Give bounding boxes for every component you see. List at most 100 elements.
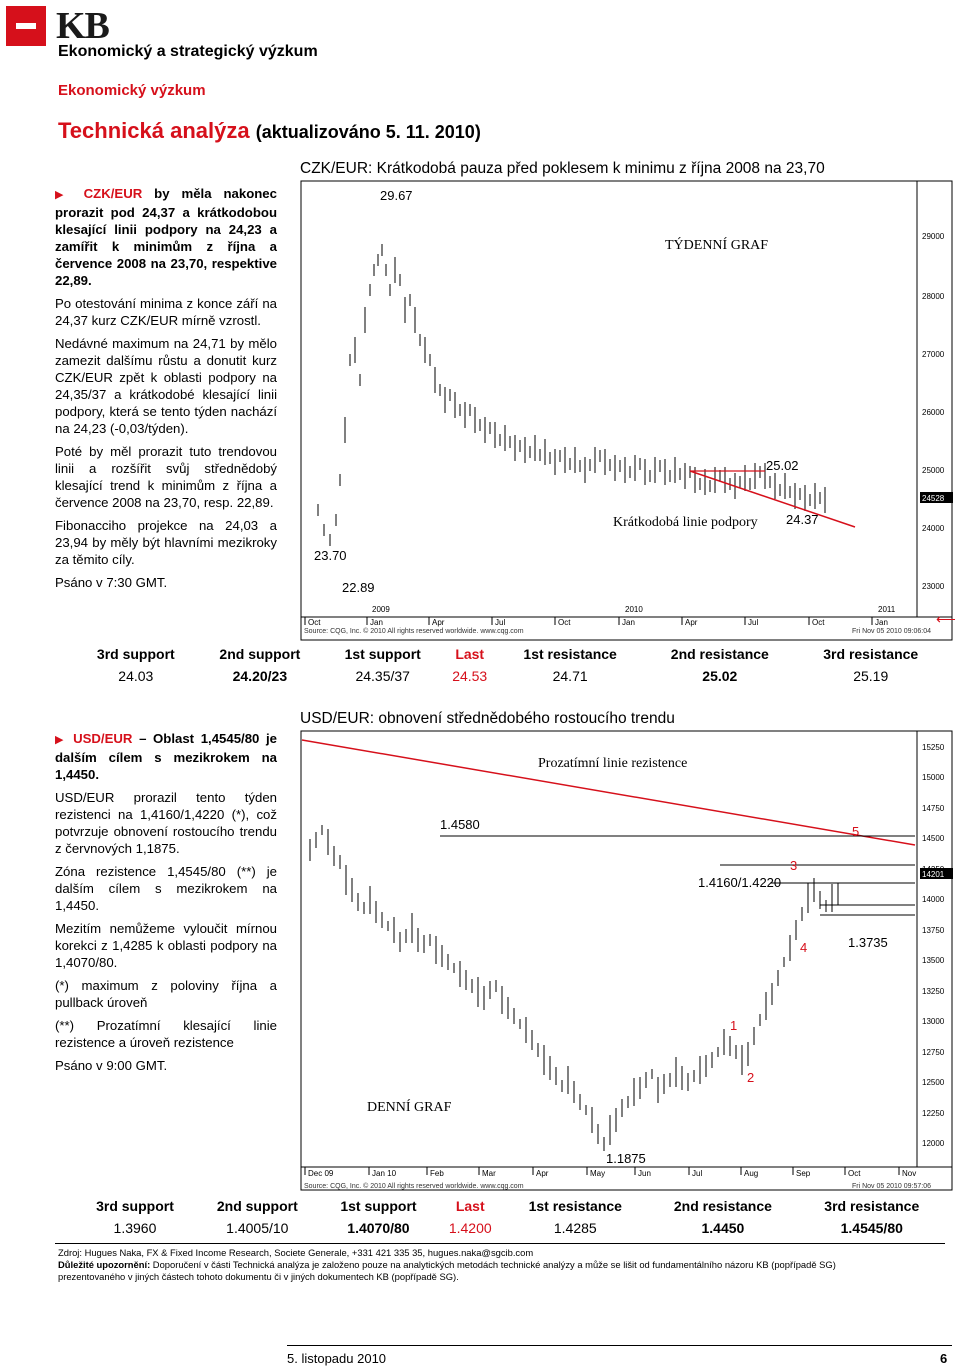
czk-weekly-chart: 29000 28000 27000 26000 25000 24528 24000 23000… (300, 180, 955, 642)
czk-chart-title: CZK/EUR: Krátkodobá pauza před poklesem … (300, 160, 825, 177)
usd-header-last: Last (455, 1198, 485, 1214)
usd-month-tick: Feb (430, 1169, 444, 1178)
czk-price-tick: 28000 (922, 292, 945, 301)
usd-wave-label: 4 (800, 940, 807, 955)
usd-annotation: 1.3735 (848, 935, 888, 950)
czk-price-ticks: 29000 28000 27000 26000 25000 24528 24000 23000 (920, 232, 953, 591)
czk-price-tick: 24528 (922, 494, 945, 503)
usd-price-tick: 14000 (922, 895, 945, 904)
czk-month-tick: Oct (308, 618, 321, 627)
czk-time-ticks: 2009 2010 2011 Oct Jan Apr Jul Oct Jan Apr Jul Oct J… (304, 605, 896, 627)
czk-value-last: 24.53 (452, 668, 488, 684)
czk-month-tick: Jan (370, 618, 383, 627)
czk-year-tick: 2009 (372, 605, 390, 614)
czk-header-last: Last (455, 646, 485, 662)
footer-divider (55, 1243, 945, 1244)
usd-month-tick: Jul (692, 1169, 702, 1178)
czk-month-tick: Jan (622, 618, 635, 627)
usd-price-tick: 14750 (922, 804, 945, 813)
usd-price-ticks: 1525015000147501450014250142011400013750… (920, 743, 953, 1148)
czk-month-tick: Jan (875, 618, 888, 627)
usd-value-1st-support: 1.4070/80 (347, 1220, 410, 1236)
usd-paragraph: (**) Prozatímní klesající linie rezisten… (55, 1018, 277, 1050)
czk-paragraph: Poté by měl prorazit tuto trendovou lini… (55, 444, 277, 510)
czk-year-tick: 2010 (625, 605, 643, 614)
bullet-icon: ▶ (55, 734, 67, 746)
usd-annotation: 1.4160/1.4220 (698, 875, 781, 890)
usd-lead-pair: USD/EUR (73, 731, 133, 746)
usd-levels-table: 3rd support 2nd support 1st support Last… (75, 1198, 945, 1242)
czk-chart-stamp: Fri Nov 05 2010 09:06:04 (852, 628, 931, 635)
czk-lead-pair: CZK/EUR (83, 186, 143, 201)
czk-annotation: 29.67 (380, 188, 413, 203)
czk-value-1st-resistance: 24.71 (552, 668, 588, 684)
usd-month-tick: Aug (744, 1169, 758, 1178)
czk-annotation: 23.70 (314, 548, 347, 563)
usd-header-2nd-resistance: 2nd resistance (673, 1198, 772, 1214)
usd-chart-title: USD/EUR: obnovení střednědobého rostoucí… (300, 710, 675, 727)
usd-price-tick: 13750 (922, 926, 945, 935)
page-title-sub: (aktualizováno 5. 11. 2010) (255, 122, 481, 142)
czk-header-2nd-resistance: 2nd resistance (670, 646, 769, 662)
czk-levels-table: 3rd support 2nd support 1st support Last… (75, 646, 945, 690)
arrow-left-icon: ⟵ (936, 611, 955, 627)
usd-month-tick: Mar (482, 1169, 496, 1178)
czk-year-tick: 2011 (878, 605, 896, 614)
czk-header-1st-resistance: 1st resistance (523, 646, 617, 662)
czk-price-tick: 26000 (922, 408, 945, 417)
kb-logo-square (6, 6, 46, 46)
czk-header-1st-support: 1st support (344, 646, 421, 662)
usd-value-3rd-resistance: 1.4545/80 (840, 1220, 903, 1236)
usd-trend-label: Prozatímní linie rezistence (538, 756, 687, 771)
usd-month-tick: May (590, 1169, 605, 1178)
czk-header-3rd-support: 3rd support (96, 646, 175, 662)
czk-chart-label: TÝDENNÍ GRAF (665, 236, 768, 253)
usd-price-tick: 14500 (922, 834, 945, 843)
usd-wave-label: 2 (747, 1070, 754, 1085)
usd-paragraph: Zóna rezistence 1,4545/80 (**) je dalším… (55, 864, 277, 913)
usd-price-tick: 12500 (922, 1078, 945, 1087)
usd-value-last: 1.4200 (448, 1220, 492, 1236)
czk-price-tick: 25000 (922, 466, 945, 475)
czk-price-tick: 27000 (922, 350, 945, 359)
page-footer-line (287, 1345, 952, 1346)
footer-disclaimer-cont: prezentovaného v jiných částech tohoto d… (58, 1271, 459, 1282)
usd-annotation: 1.1875 (606, 1151, 646, 1166)
usd-price-tick: 15000 (922, 773, 945, 782)
footer-disclaimer: Důležité upozornění: Doporučení v části … (58, 1259, 836, 1271)
usd-value-3rd-support: 1.3960 (113, 1220, 157, 1236)
usd-month-tick: Jan 10 (372, 1169, 397, 1178)
usd-value-2nd-support: 1.4005/10 (226, 1220, 289, 1236)
czk-value-1st-support: 24.35/37 (355, 668, 410, 684)
usd-chart-label: DENNÍ GRAF (367, 1098, 452, 1115)
kb-logo-text: KB (56, 5, 110, 47)
usd-wave-label: 1 (730, 1018, 737, 1033)
department-title: Ekonomický a strategický výzkum (58, 43, 318, 60)
usd-resistance-trendline (301, 739, 916, 846)
usd-header-1st-resistance: 1st resistance (528, 1198, 622, 1214)
usd-price-bars (309, 825, 839, 1151)
usd-header-3rd-resistance: 3rd resistance (824, 1198, 920, 1214)
usd-wave-label: 3 (790, 858, 797, 873)
czk-month-tick: Apr (685, 618, 698, 627)
czk-annotation: 22.89 (342, 580, 375, 595)
czk-annotation: 24.37 (786, 512, 819, 527)
usd-month-tick: Jun (638, 1169, 651, 1178)
czk-trend-label: Krátkodobá linie podpory (613, 515, 758, 530)
czk-annotation: 25.02 (766, 458, 799, 473)
czk-value-3rd-support: 24.03 (118, 668, 154, 684)
usd-month-tick: Apr (536, 1169, 549, 1178)
footer-disclaimer-text: Doporučení v části Technická analýza je … (150, 1259, 836, 1270)
usd-price-tick: 12000 (922, 1139, 945, 1148)
usd-paragraph: USD/EUR prorazil tento týden rezistenci … (55, 790, 277, 856)
czk-value-3rd-resistance: 25.19 (853, 668, 889, 684)
czk-header-2nd-support: 2nd support (219, 646, 301, 662)
usd-paragraph: (*) maximum z poloviny října a pullback … (55, 978, 277, 1010)
czk-paragraph: Po otestování minima z konce září na 24,… (55, 296, 277, 328)
footer-disclaimer-label: Důležité upozornění: (58, 1259, 151, 1270)
usd-chart-stamp: Fri Nov 05 2010 09:57:06 (852, 1183, 931, 1190)
czk-lead-text: by měla nakonec prorazit pod 24,37 a krá… (55, 186, 277, 288)
usd-wave-label: 5 (852, 824, 859, 839)
usd-month-tick: Oct (848, 1169, 861, 1178)
usd-price-tick: 12250 (922, 1109, 945, 1118)
